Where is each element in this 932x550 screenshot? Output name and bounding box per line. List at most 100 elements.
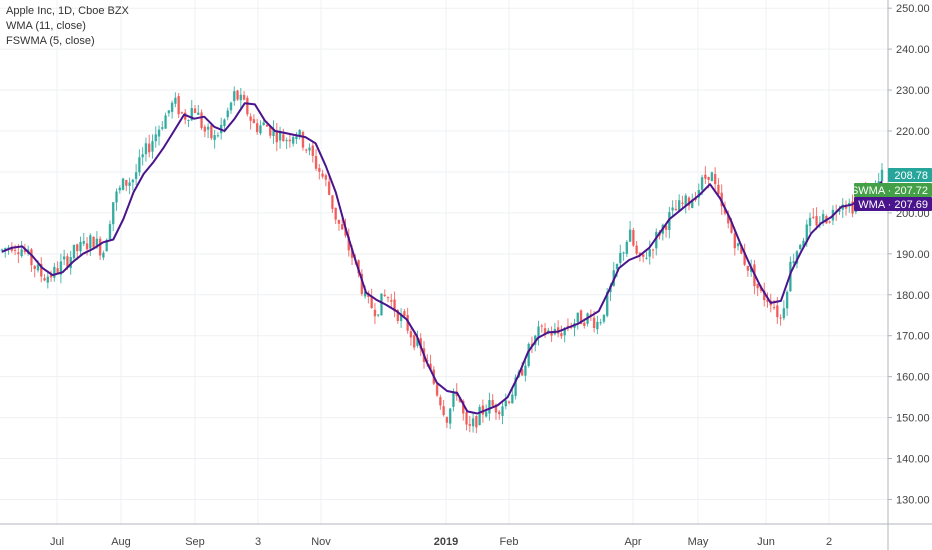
candle-body [383, 294, 386, 296]
candle-body [511, 394, 514, 404]
candle-body [275, 130, 278, 143]
candle-body [756, 283, 759, 289]
candle-body [452, 392, 455, 407]
candle-body [851, 201, 854, 214]
candle-body [59, 261, 63, 275]
candle-body [399, 313, 403, 321]
candle-body [203, 126, 207, 132]
candle-body [327, 181, 331, 195]
candle-body [115, 191, 118, 203]
y-tick-label: 230.00 [896, 85, 930, 97]
candle-body [377, 314, 380, 316]
candle-body [17, 252, 20, 255]
candle-body [265, 124, 269, 127]
candle-body [704, 174, 707, 179]
candle-body [236, 90, 239, 100]
candle-body [308, 147, 311, 151]
candle-body [40, 263, 43, 277]
candle-body [494, 404, 498, 413]
x-tick-label: Sep [185, 536, 205, 548]
candle-body [157, 129, 161, 137]
candle-body [76, 244, 79, 252]
candle-body [23, 249, 27, 252]
candle-body [730, 221, 733, 233]
candle-body [576, 312, 579, 323]
candle-body [56, 268, 59, 274]
candle-body [619, 252, 622, 264]
candle-body [151, 141, 154, 152]
price-label-box [854, 197, 932, 211]
candle-body [363, 291, 367, 297]
y-tick-label: 180.00 [896, 290, 930, 302]
candle-body [416, 337, 419, 346]
candle-body [331, 195, 334, 209]
candle-body [707, 176, 710, 180]
candle-body [782, 308, 786, 319]
candle-body [681, 202, 684, 204]
candle-body [743, 252, 746, 265]
candle-body [429, 363, 432, 370]
x-tick-label: 3 [255, 536, 261, 548]
x-tick-label: Nov [311, 536, 331, 548]
candle-body [537, 326, 540, 337]
candle-body [596, 321, 599, 330]
y-tick-label: 140.00 [896, 454, 930, 466]
candle-body [200, 112, 203, 128]
candle-body [4, 248, 7, 250]
candle-body [805, 224, 808, 243]
x-tick-label: 2019 [434, 536, 458, 548]
candle-body [491, 400, 494, 406]
candle-body [818, 222, 822, 224]
candle-body [269, 126, 272, 136]
candle-body [697, 190, 701, 198]
candle-body [651, 249, 655, 251]
candle-body [674, 208, 678, 211]
legend-wma: WMA (11, close) [6, 20, 86, 32]
candle-body [125, 180, 128, 186]
candle-body [671, 207, 674, 211]
candle-body [488, 400, 491, 414]
candle-body [465, 412, 468, 425]
candle-body [445, 417, 449, 423]
candle-body [478, 406, 481, 426]
candle-body [448, 408, 452, 424]
candle-body [190, 108, 193, 121]
candle-body [112, 202, 115, 225]
candle-body [691, 199, 694, 209]
candle-body [373, 309, 377, 317]
candle-body [206, 126, 210, 130]
candle-body [772, 307, 776, 309]
wma-line [1, 102, 883, 415]
candle-body [249, 116, 252, 121]
candle-body [484, 411, 488, 417]
candle-body [556, 327, 560, 334]
candle-body [216, 135, 220, 137]
y-tick-label: 240.00 [896, 44, 930, 56]
candle-body [301, 131, 305, 148]
candle-body [210, 125, 213, 139]
candle-body [370, 296, 373, 308]
candle-body [295, 136, 298, 140]
candle-body [766, 299, 769, 302]
chart-title: Apple Inc, 1D, Cboe BZX [6, 5, 129, 17]
candle-body [380, 293, 383, 316]
candle-body [223, 119, 226, 127]
x-tick-label: Aug [111, 536, 131, 548]
candle-body [233, 91, 236, 102]
candle-body [118, 187, 121, 191]
candle-body [92, 236, 95, 248]
candle-body [808, 217, 812, 226]
candle-body [36, 264, 40, 271]
candle-body [252, 119, 256, 124]
candle-body [213, 135, 216, 140]
candle-body [677, 200, 681, 211]
candle-body [583, 322, 586, 326]
candle-body [723, 208, 727, 214]
candle-body [435, 384, 439, 396]
candle-body [579, 310, 583, 325]
candle-body [108, 224, 112, 240]
candle-body [272, 128, 275, 137]
candle-body [66, 256, 69, 267]
